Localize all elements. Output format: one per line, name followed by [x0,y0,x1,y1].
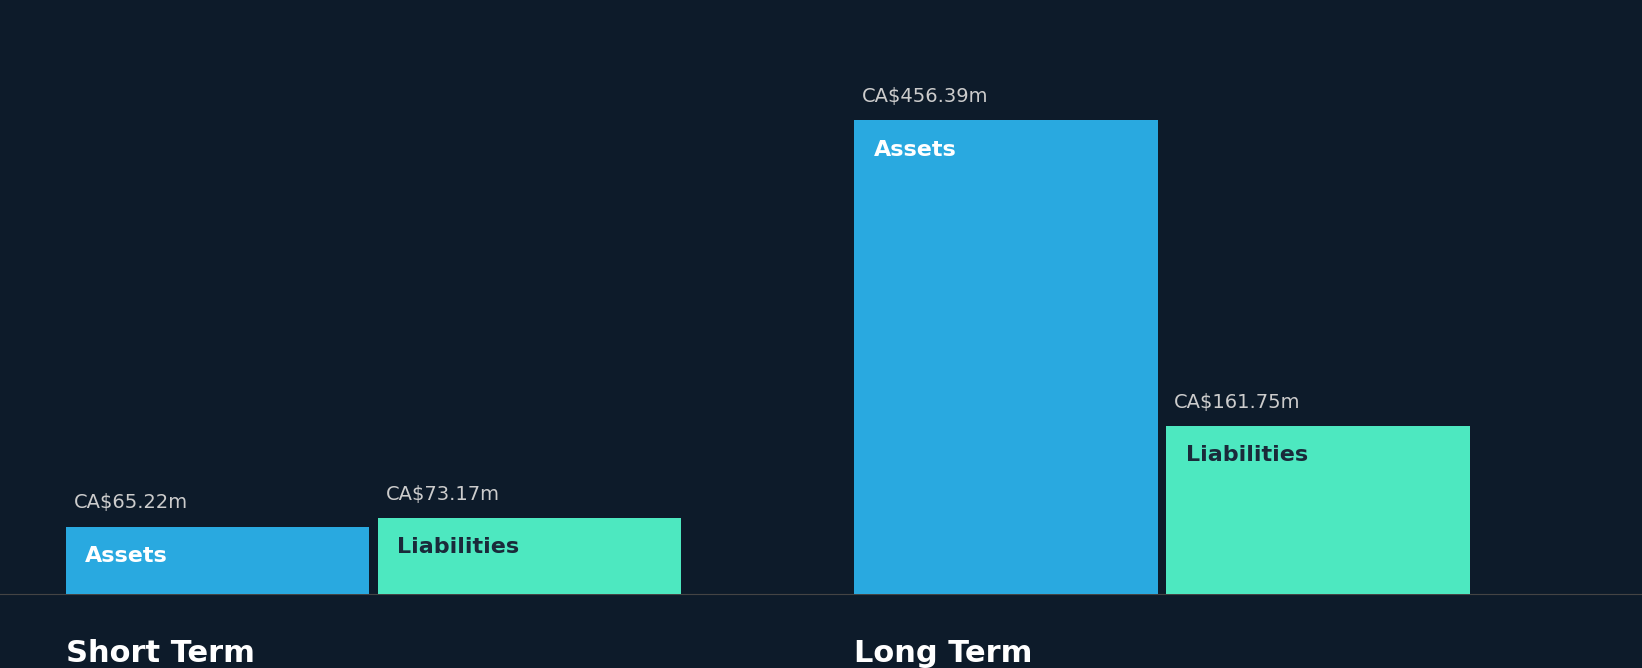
Text: Liabilities: Liabilities [397,538,519,558]
Text: Short Term: Short Term [66,639,255,668]
Bar [1166,426,1470,595]
Text: CA$161.75m: CA$161.75m [1174,393,1300,412]
Text: CA$73.17m: CA$73.17m [386,485,499,504]
Bar [66,526,369,595]
Text: CA$456.39m: CA$456.39m [862,88,988,106]
Text: Long Term: Long Term [854,639,1033,668]
Bar [854,120,1158,595]
Text: Assets: Assets [874,140,956,160]
Text: Assets: Assets [85,546,167,566]
Text: CA$65.22m: CA$65.22m [74,494,189,512]
Bar [378,518,681,595]
Text: Liabilities: Liabilities [1186,446,1307,466]
